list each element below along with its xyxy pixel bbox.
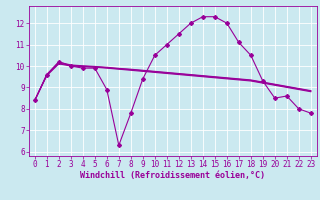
X-axis label: Windchill (Refroidissement éolien,°C): Windchill (Refroidissement éolien,°C) (80, 171, 265, 180)
